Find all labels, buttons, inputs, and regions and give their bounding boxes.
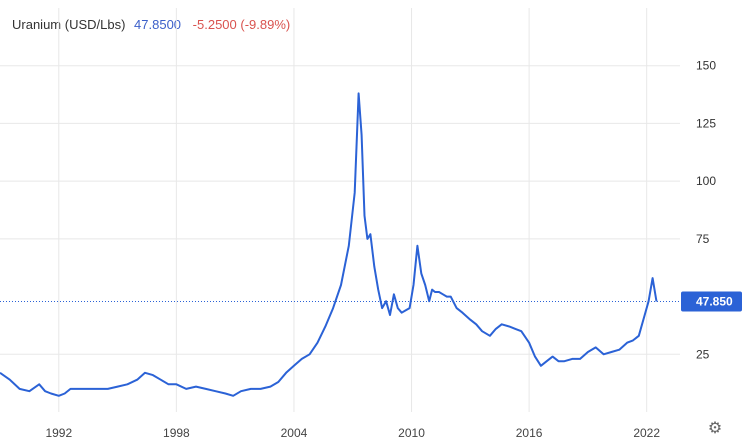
x-axis-ticks: 1992 1998 2004 2010 2016 2022	[45, 426, 660, 440]
y-axis-ticks: 25 75 100 125 150	[696, 59, 716, 362]
current-price: 47.8500	[134, 17, 182, 32]
x-tick-label: 2022	[633, 426, 660, 440]
price-tag: 47.850	[681, 291, 742, 312]
chart-header: Uranium (USD/Lbs) 47.8500 -5.2500 (-9.89…	[12, 17, 290, 32]
price-tag-text: 47.850	[696, 295, 733, 309]
series-line-uranium	[0, 92, 658, 397]
y-tick-label: 125	[696, 116, 716, 130]
chart-title: Uranium (USD/Lbs)	[12, 17, 126, 32]
y-tick-label: 75	[696, 232, 710, 246]
y-tick-label: 25	[696, 347, 710, 361]
x-tick-label: 2004	[281, 426, 308, 440]
x-tick-label: 1992	[45, 426, 72, 440]
x-tick-label: 1998	[163, 426, 190, 440]
gear-icon[interactable]: ⚙	[707, 420, 723, 437]
price-change: -5.2500 (-9.89%)	[192, 17, 291, 32]
y-tick-label: 100	[696, 174, 716, 188]
y-tick-label: 150	[696, 59, 716, 73]
x-tick-label: 2016	[516, 426, 543, 440]
grid-lines	[0, 8, 680, 412]
x-tick-label: 2010	[398, 426, 425, 440]
